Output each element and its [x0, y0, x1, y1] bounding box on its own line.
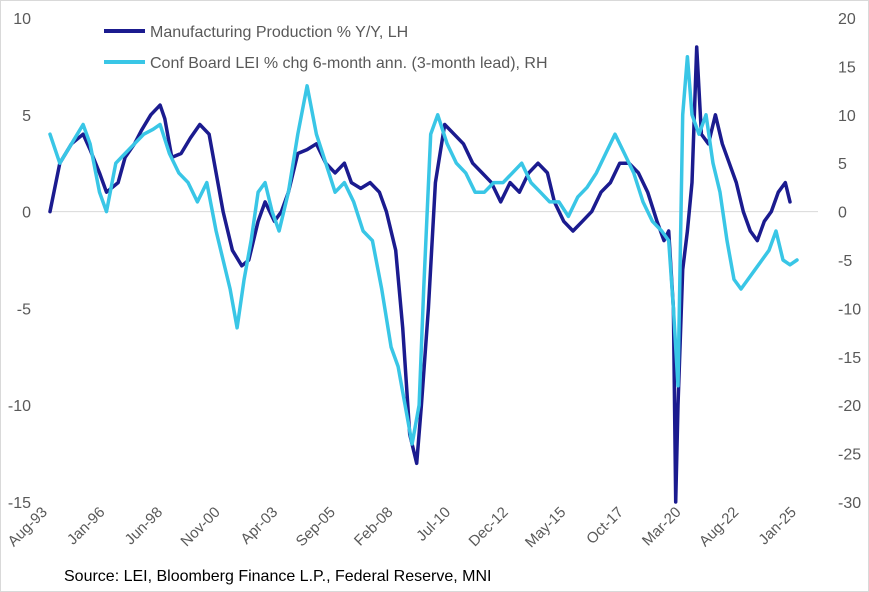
right-tick-label: 15 [838, 59, 856, 76]
left-tick-label: -10 [8, 398, 31, 415]
x-tick-label: Oct-17 [583, 504, 627, 548]
left-tick-label: 0 [22, 205, 31, 222]
left-axis: 10 5 0 -5 -10 -15 [8, 11, 31, 512]
x-tick-label: Feb-08 [351, 504, 397, 550]
x-tick-label: Jan-96 [64, 504, 108, 548]
series-line-lei [48, 54, 799, 446]
series-line-manufacturing [48, 45, 792, 504]
left-tick-label: -15 [8, 495, 31, 512]
x-axis: Aug-93 Jan-96 Jun-98 Nov-00 Apr-03 Sep-05 Feb-… [5, 504, 800, 551]
right-tick-label: -30 [838, 495, 861, 512]
x-tick-label: Sep-05 [293, 504, 339, 550]
right-axis: 20 15 10 5 0 -5 -10 -15 -20 -25 -30 [838, 11, 861, 512]
right-tick-label: -15 [838, 350, 861, 367]
right-tick-label: -10 [838, 301, 861, 318]
series-group [48, 45, 799, 504]
x-tick-label: Mar-20 [639, 504, 685, 550]
x-tick-label: Jun-98 [122, 504, 166, 548]
legend-label-lei: Conf Board LEI % chg 6-month ann. (3-mon… [150, 55, 548, 72]
source-note: Source: LEI, Bloomberg Finance L.P., Fed… [64, 568, 492, 585]
x-tick-label: Apr-03 [237, 504, 281, 548]
x-tick-label: May-15 [522, 504, 569, 551]
right-tick-label: 5 [838, 156, 847, 173]
right-tick-label: 0 [838, 205, 847, 222]
x-tick-label: Nov-00 [177, 504, 223, 550]
legend: Manufacturing Production % Y/Y, LH Conf … [104, 24, 548, 72]
x-tick-label: Aug-22 [696, 504, 742, 550]
right-tick-label: -5 [838, 253, 852, 270]
left-tick-label: 5 [22, 108, 31, 125]
right-tick-label: 10 [838, 108, 856, 125]
x-tick-label: Dec-12 [466, 504, 512, 550]
right-tick-label: -20 [838, 398, 861, 415]
right-tick-label: -25 [838, 447, 861, 464]
legend-label-manufacturing: Manufacturing Production % Y/Y, LH [150, 24, 408, 41]
left-tick-label: 10 [13, 11, 31, 28]
left-tick-label: -5 [17, 301, 31, 318]
x-tick-label: Jan-25 [755, 504, 799, 548]
right-tick-label: 20 [838, 11, 856, 28]
x-tick-label: Jul-10 [413, 504, 454, 545]
